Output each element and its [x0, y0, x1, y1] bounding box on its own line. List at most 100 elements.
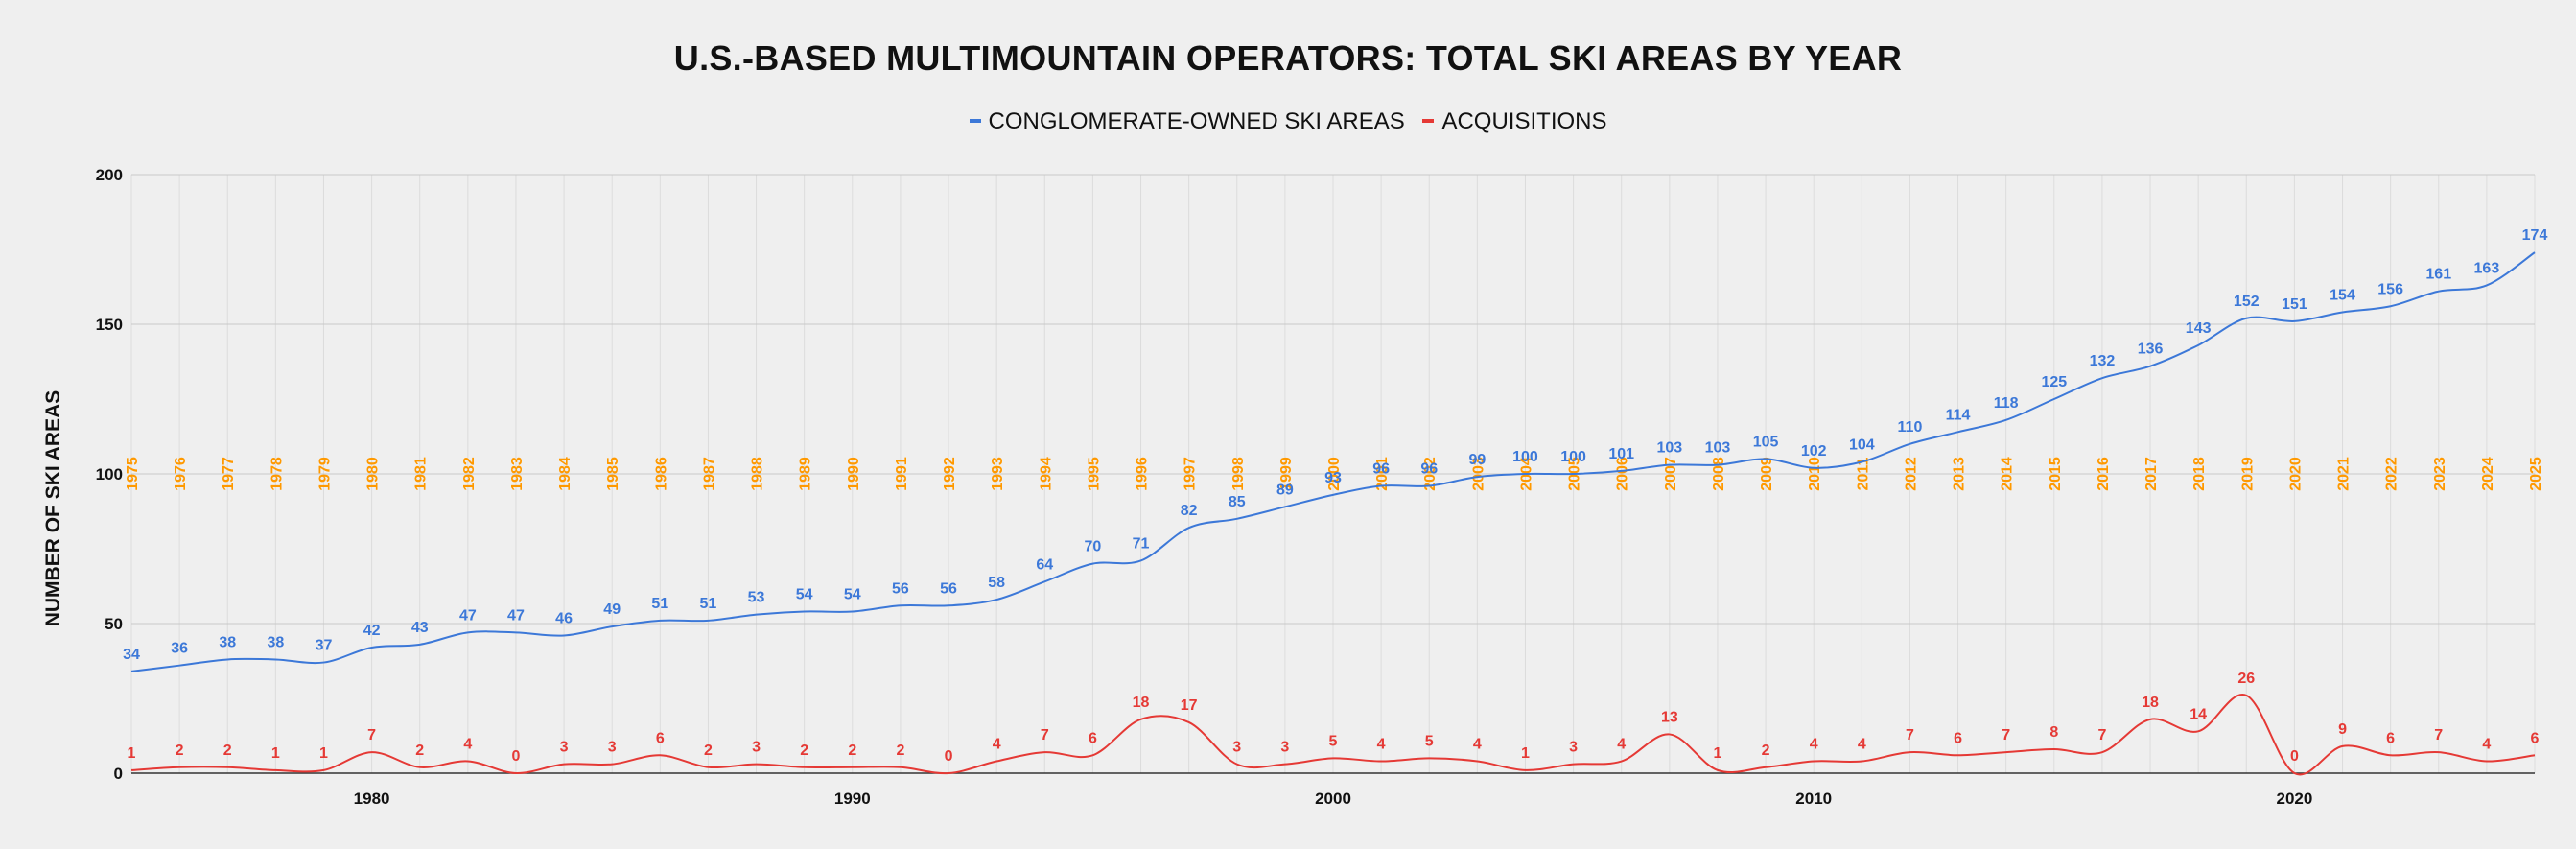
data-label-acquisitions: 13 [1661, 709, 1678, 725]
data-label-acquisitions: 1 [1521, 745, 1530, 762]
data-label-conglomerate: 47 [459, 607, 477, 624]
data-label-conglomerate: 100 [1512, 449, 1538, 465]
data-label-conglomerate: 56 [940, 580, 957, 597]
data-label-acquisitions: 2 [176, 743, 184, 759]
data-label-acquisitions: 1 [128, 745, 136, 762]
data-label-acquisitions: 3 [1280, 740, 1289, 756]
year-label: 2010 [1807, 457, 1823, 491]
data-label-conglomerate: 89 [1276, 482, 1294, 498]
data-label-acquisitions: 5 [1329, 733, 1338, 749]
data-label-conglomerate: 103 [1656, 440, 1682, 457]
data-label-conglomerate: 85 [1229, 494, 1246, 510]
data-label-conglomerate: 49 [603, 601, 621, 618]
year-label: 1979 [316, 457, 333, 491]
data-label-conglomerate: 38 [267, 634, 284, 650]
data-label-acquisitions: 3 [608, 740, 617, 756]
year-label: 2016 [2096, 457, 2112, 491]
year-label: 1980 [365, 457, 382, 491]
data-label-conglomerate: 132 [2090, 353, 2116, 369]
data-label-conglomerate: 103 [1705, 440, 1731, 457]
data-label-acquisitions: 4 [1617, 737, 1626, 753]
data-label-acquisitions: 4 [1377, 737, 1386, 753]
data-label-acquisitions: 1 [319, 745, 328, 762]
data-label-acquisitions: 8 [2049, 724, 2058, 741]
year-label: 1988 [750, 457, 766, 491]
data-label-conglomerate: 151 [2282, 296, 2307, 313]
x-tick-label: 1990 [834, 790, 871, 808]
data-label-conglomerate: 143 [2186, 320, 2212, 337]
x-tick-label: 2000 [1315, 790, 1351, 808]
year-label: 2000 [1326, 457, 1343, 491]
data-label-conglomerate: 34 [123, 647, 140, 663]
year-label: 1990 [846, 457, 862, 491]
year-label: 2002 [1422, 457, 1439, 491]
data-label-conglomerate: 38 [219, 634, 236, 650]
data-label-acquisitions: 7 [1041, 727, 1049, 743]
data-label-acquisitions: 1 [271, 745, 280, 762]
year-label: 2003 [1470, 457, 1487, 491]
data-label-conglomerate: 46 [555, 610, 573, 626]
y-tick-label: 0 [114, 765, 123, 783]
year-label: 2018 [2191, 457, 2208, 491]
data-label-acquisitions: 3 [560, 740, 569, 756]
data-label-conglomerate: 99 [1468, 452, 1486, 468]
series-line-acquisitions [130, 694, 2536, 776]
data-label-acquisitions: 18 [1133, 695, 1150, 711]
data-label-acquisitions: 2 [800, 743, 808, 759]
data-label-conglomerate: 102 [1801, 443, 1827, 460]
data-label-acquisitions: 6 [656, 730, 665, 746]
year-label: 2012 [1903, 457, 1919, 491]
data-label-acquisitions: 4 [1858, 737, 1866, 753]
data-label-conglomerate: 114 [1946, 407, 1971, 423]
year-label: 1981 [413, 457, 430, 491]
legend-label-acquisitions: ACQUISITIONS [1441, 108, 1607, 134]
data-label-conglomerate: 43 [411, 620, 429, 636]
data-label-conglomerate: 104 [1849, 437, 1875, 454]
data-label-conglomerate: 70 [1085, 539, 1102, 555]
data-label-acquisitions: 2 [848, 743, 856, 759]
y-tick-label: 50 [105, 615, 123, 633]
data-label-acquisitions: 6 [1954, 730, 1962, 746]
data-label-acquisitions: 17 [1181, 697, 1198, 714]
year-label: 2001 [1374, 457, 1391, 491]
data-label-conglomerate: 54 [796, 587, 813, 603]
year-label: 2009 [1759, 457, 1775, 491]
year-label: 1994 [1038, 457, 1054, 491]
x-tick-label: 1980 [354, 790, 390, 808]
year-label: 1997 [1183, 457, 1199, 491]
data-label-acquisitions: 4 [1473, 737, 1482, 753]
data-label-conglomerate: 71 [1133, 535, 1150, 552]
year-label: 1987 [701, 457, 717, 491]
year-label: 2025 [2528, 457, 2544, 491]
series-line-conglomerate [130, 251, 2536, 672]
data-label-acquisitions: 2 [415, 743, 424, 759]
data-label-conglomerate: 110 [1898, 419, 1923, 436]
data-label-conglomerate: 174 [2522, 227, 2548, 244]
year-label: 1991 [894, 457, 910, 491]
data-label-acquisitions: 2 [704, 743, 713, 759]
data-label-conglomerate: 53 [748, 590, 765, 606]
data-label-acquisitions: 7 [2097, 727, 2106, 743]
year-label: 1993 [990, 457, 1006, 491]
legend-item-acquisitions[interactable]: ACQUISITIONS [1422, 108, 1607, 135]
data-label-acquisitions: 2 [223, 743, 232, 759]
data-label-conglomerate: 105 [1753, 434, 1779, 450]
legend-item-conglomerate[interactable]: CONGLOMERATE-OWNED SKI AREAS [969, 108, 1405, 135]
data-label-conglomerate: 58 [988, 575, 1005, 591]
data-label-acquisitions: 3 [752, 740, 761, 756]
data-label-conglomerate: 96 [1420, 460, 1438, 477]
data-label-conglomerate: 156 [2377, 281, 2403, 297]
data-label-acquisitions: 7 [2002, 727, 2010, 743]
data-label-conglomerate: 54 [844, 587, 861, 603]
data-label-acquisitions: 6 [2531, 730, 2540, 746]
year-label: 2013 [1952, 457, 1968, 491]
year-label: 1975 [125, 457, 141, 491]
data-label-acquisitions: 1 [1714, 745, 1722, 762]
data-label-acquisitions: 0 [512, 748, 521, 765]
year-label: 2015 [2048, 457, 2064, 491]
y-tick-label: 150 [96, 316, 123, 334]
data-label-acquisitions: 4 [993, 737, 1001, 753]
year-label: 2021 [2336, 457, 2353, 491]
year-label: 1999 [1278, 457, 1295, 491]
